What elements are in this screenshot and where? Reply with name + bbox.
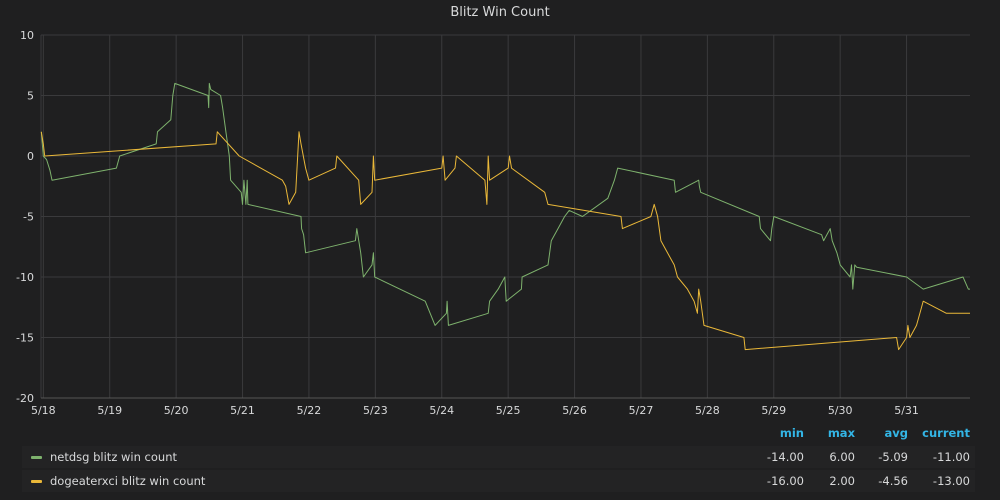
series-name[interactable]: netdsg blitz win count [50,450,177,464]
x-tick-label: 5/25 [496,404,521,417]
x-tick-label: 5/23 [363,404,388,417]
line-chart: 10 5 0 -5 -10 -15 -205/18 5/19 5/20 5/21 5/22 5/23 5… [16,29,970,417]
x-tick-label: 5/28 [695,404,720,417]
x-tick-label: 5/20 [164,404,189,417]
series-color-swatch[interactable] [31,456,42,459]
series-min: -16.00 [766,474,804,488]
legend-header-max[interactable]: max [827,426,855,440]
x-tick-label: 5/18 [31,404,56,417]
x-tick-label: 5/22 [297,404,322,417]
series-current: -11.00 [932,450,970,464]
series-name[interactable]: dogeaterxci blitz win count [50,474,206,488]
legend: min max avg current netdsg blitz win cou… [22,424,975,494]
chart-title: Blitz Win Count [450,5,550,20]
series-min: -14.00 [766,450,804,464]
y-tick-label: -5 [23,211,34,224]
legend-row-netdsg[interactable]: netdsg blitz win count -14.00 6.00 -5.09… [22,446,975,468]
x-tick-label: 5/19 [97,404,122,417]
series-avg: -4.56 [878,474,908,488]
x-tick-label: 5/27 [629,404,654,417]
x-tick-label: 5/21 [230,404,255,417]
y-tick-label: -20 [16,392,34,405]
x-tick-label: 5/30 [828,404,853,417]
series-line-2 [40,131,970,351]
legend-row-dogeaterxci[interactable]: dogeaterxci blitz win count -16.00 2.00 … [22,470,975,492]
y-tick-label: -10 [16,271,34,284]
x-tick-label: 5/31 [894,404,919,417]
legend-header-current[interactable]: current [922,426,970,440]
y-tick-label: -15 [16,332,34,345]
series-max: 6.00 [829,450,855,464]
legend-header-min[interactable]: min [779,426,804,440]
x-tick-label: 5/26 [562,404,587,417]
legend-header: min max avg current [22,424,975,446]
y-tick-label: 0 [27,150,34,163]
legend-header-avg[interactable]: avg [884,426,909,440]
series-max: 2.00 [829,474,855,488]
series-color-swatch[interactable] [31,480,42,483]
y-tick-label: 5 [27,90,34,103]
series-line-1 [40,82,970,326]
x-tick-label: 5/24 [429,404,454,417]
series-avg: -5.09 [878,450,908,464]
y-tick-label: 10 [20,29,34,42]
series-current: -13.00 [932,474,970,488]
x-tick-label: 5/29 [761,404,786,417]
